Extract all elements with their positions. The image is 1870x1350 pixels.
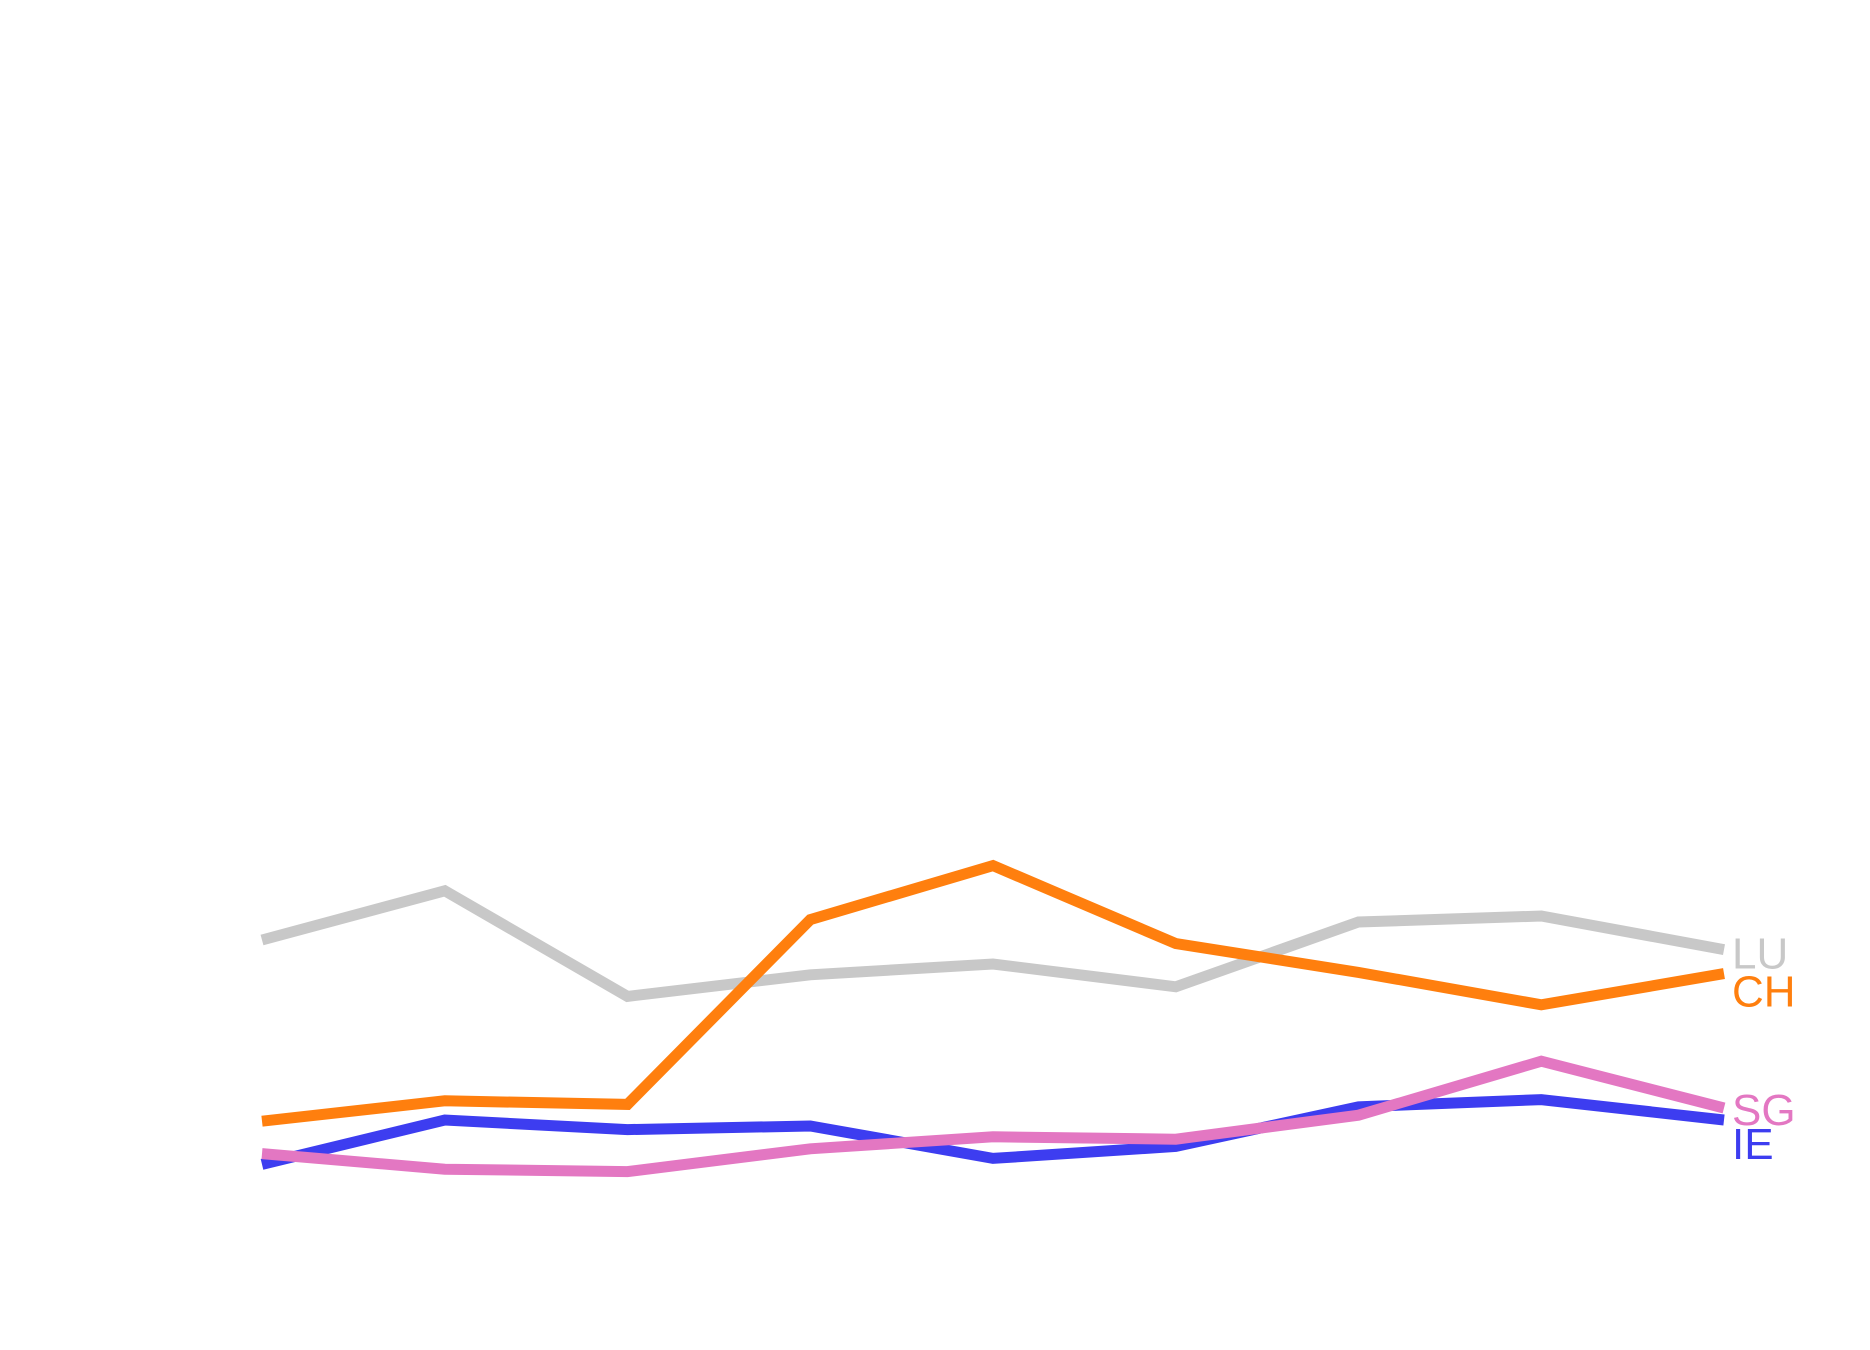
series-line-sg: [261, 1055, 1726, 1178]
series-line-ie: [260, 1094, 1725, 1170]
series-line-ch: [261, 859, 1725, 1127]
series-lines: [260, 859, 1726, 1178]
series-line-lu: [260, 884, 1725, 1003]
series-label-ie: IE: [1732, 1120, 1774, 1169]
series-label-ch: CH: [1732, 968, 1796, 1017]
series-label-sg: SG: [1732, 1086, 1796, 1135]
series-label-lu: LU: [1732, 930, 1788, 979]
